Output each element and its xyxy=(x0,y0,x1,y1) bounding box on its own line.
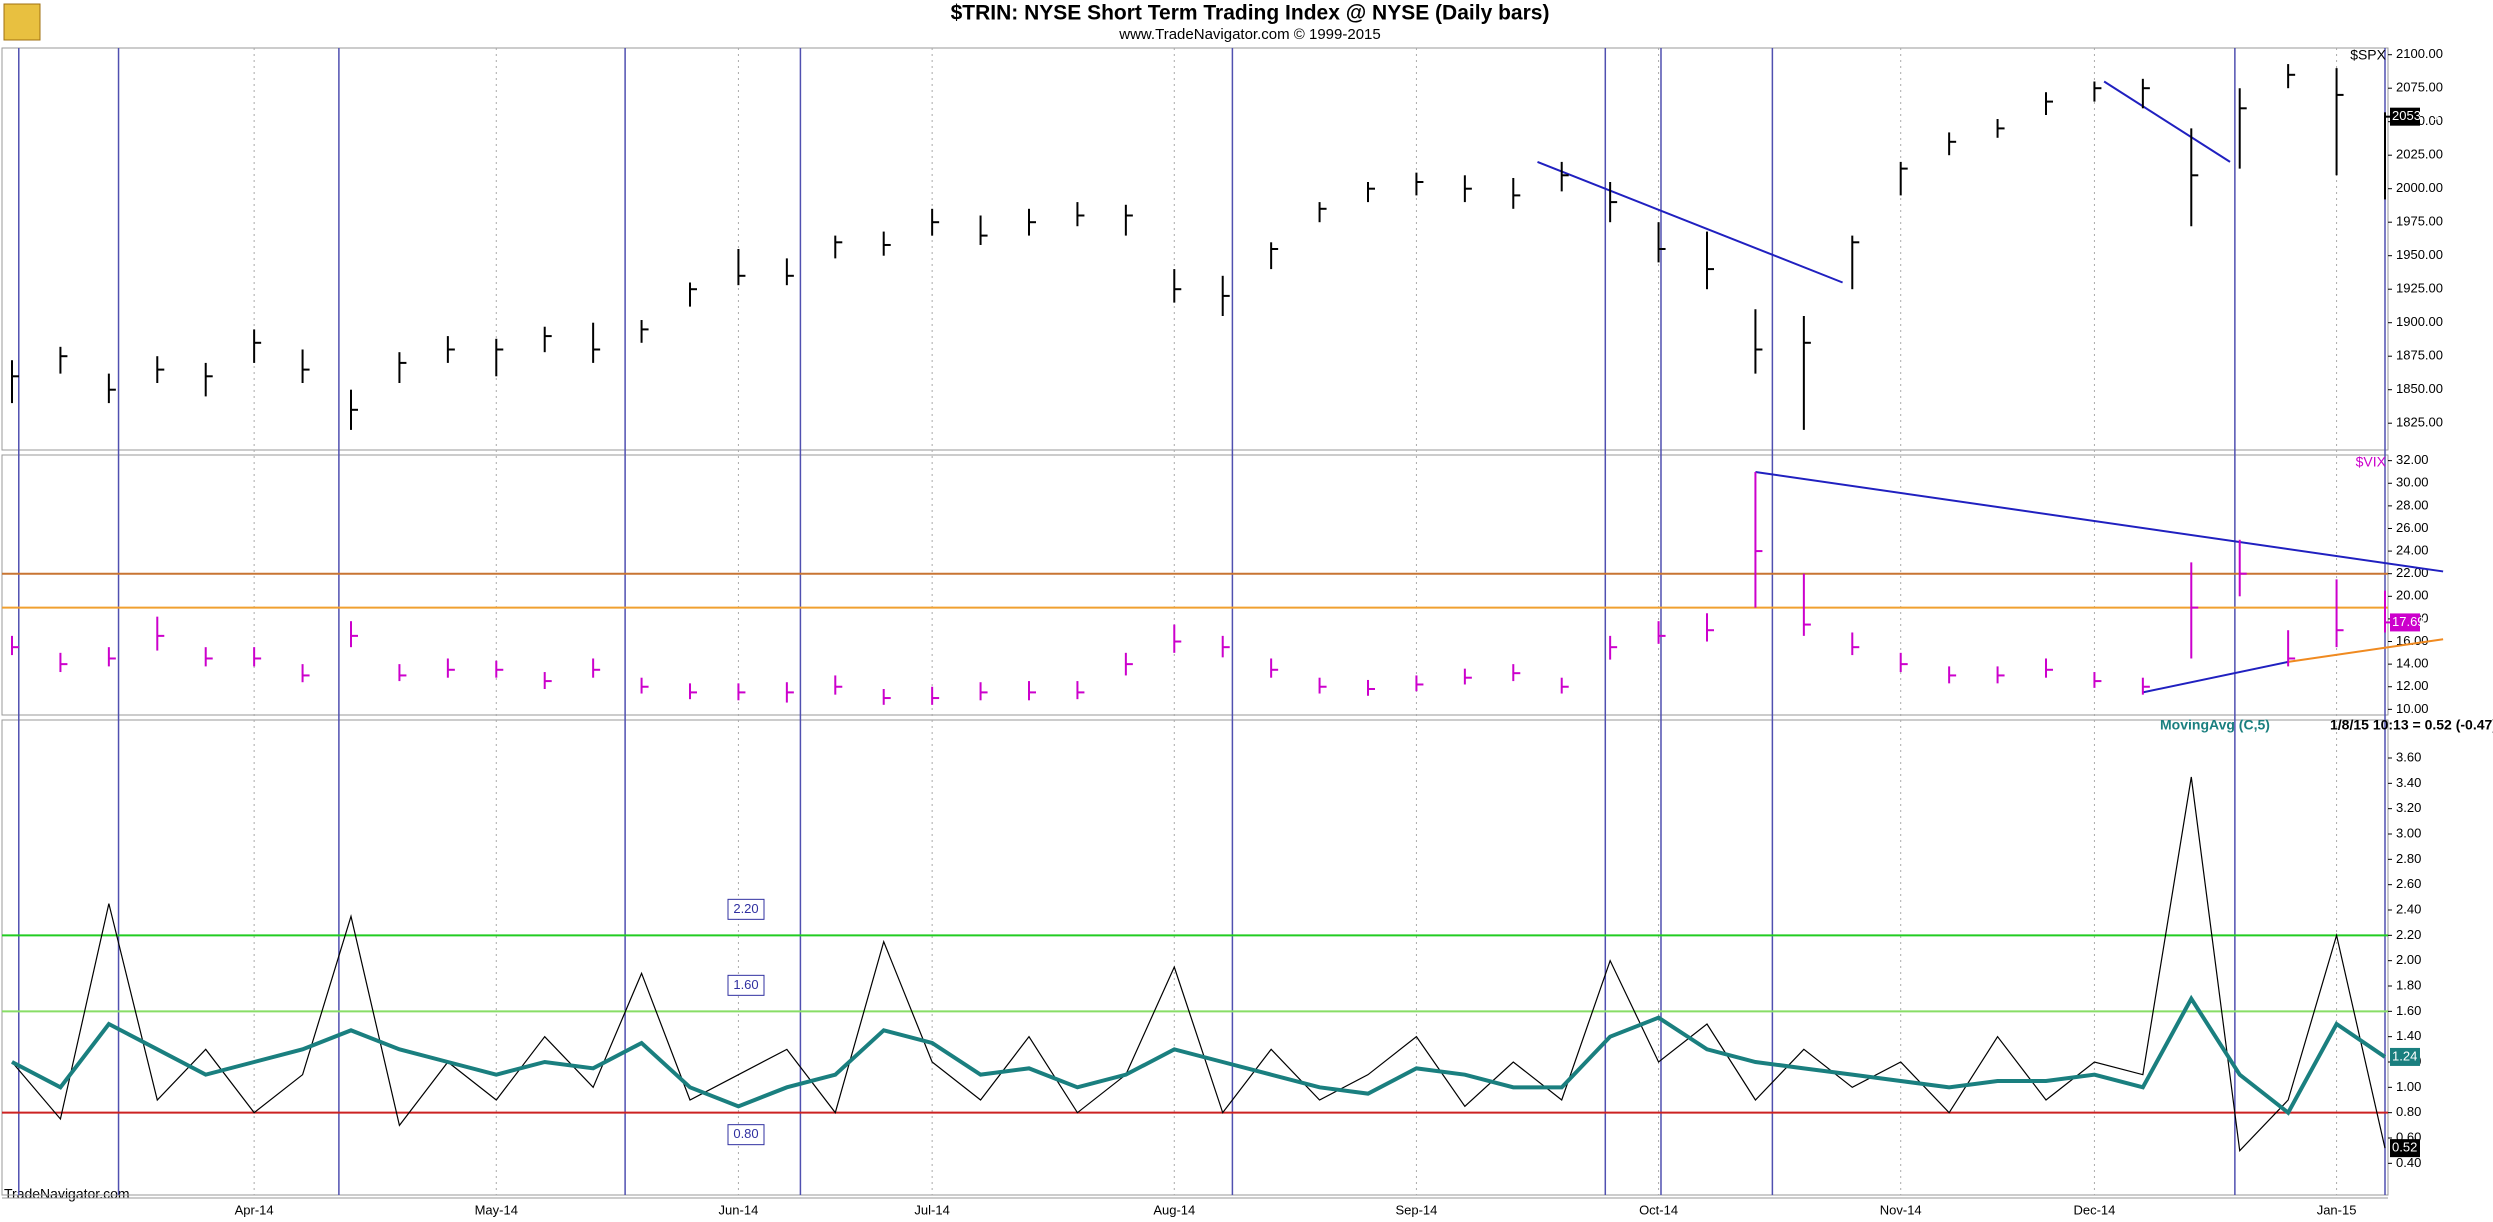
y-tick-label: 2.40 xyxy=(2396,901,2421,916)
y-tick-label: 32.00 xyxy=(2396,452,2429,467)
x-tick-label: Nov-14 xyxy=(1880,1202,1922,1217)
last-value: 0.52 xyxy=(2392,1140,2417,1155)
level-box xyxy=(727,1124,765,1146)
series-label: $VIX xyxy=(2356,454,2387,470)
y-tick-label: 1850.00 xyxy=(2396,381,2443,396)
x-tick-label: Sep-14 xyxy=(1395,1202,1437,1217)
x-tick-label: Jun-14 xyxy=(719,1202,759,1217)
chart-subtitle: www.TradeNavigator.com © 1999-2015 xyxy=(1118,26,1380,43)
last-value-box xyxy=(2390,613,2420,632)
last-value-box xyxy=(2390,107,2420,126)
y-tick-label: 2.20 xyxy=(2396,927,2421,942)
y-tick-label: 1825.00 xyxy=(2396,415,2443,430)
level-label: 0.80 xyxy=(733,1126,758,1141)
trend-line xyxy=(2103,80,2231,163)
trend-line xyxy=(2142,660,2289,694)
x-tick-label: Apr-14 xyxy=(235,1202,274,1217)
x-tick-label: Oct-14 xyxy=(1639,1202,1678,1217)
trend-line xyxy=(2287,638,2444,663)
x-tick-label: Jan-15 xyxy=(2317,1202,2357,1217)
y-tick-label: 1975.00 xyxy=(2396,214,2443,229)
trend-line xyxy=(1755,470,2444,573)
panel-frame xyxy=(1,47,2389,451)
y-tick-label: 1950.00 xyxy=(2396,247,2443,262)
y-tick-label: 1.40 xyxy=(2396,1028,2421,1043)
y-tick-label: 20.00 xyxy=(2396,588,2429,603)
x-tick-label: Aug-14 xyxy=(1153,1202,1195,1217)
y-tick-label: 1.80 xyxy=(2396,977,2421,992)
logo xyxy=(3,3,41,41)
series-label: $SPX xyxy=(2350,47,2386,63)
level-box xyxy=(727,898,765,920)
y-tick-label: 14.00 xyxy=(2396,656,2429,671)
y-tick-label: 1.60 xyxy=(2396,1003,2421,1018)
y-tick-label: 10.00 xyxy=(2396,701,2429,716)
x-tick-label: Dec-14 xyxy=(2073,1202,2115,1217)
y-tick-label: 3.60 xyxy=(2396,749,2421,764)
y-tick-label: 2025.00 xyxy=(2396,147,2443,162)
y-tick-label: 12.00 xyxy=(2396,678,2429,693)
chart-title: $TRIN: NYSE Short Term Trading Index @ N… xyxy=(951,2,1550,25)
readout: 1/8/15 10:13 = 0.52 (-0.47) xyxy=(2330,717,2493,733)
legend-label: MovingAvg (C,5) xyxy=(2160,717,2270,733)
last-value: 17.69 xyxy=(2392,614,2425,629)
y-tick-label: 1925.00 xyxy=(2396,281,2443,296)
y-tick-label: 3.40 xyxy=(2396,775,2421,790)
x-tick-label: Jul-14 xyxy=(914,1202,949,1217)
trend-line xyxy=(1537,160,1843,284)
panel-frame xyxy=(1,454,2389,716)
level-label: 1.60 xyxy=(733,977,758,992)
last-value-box xyxy=(2390,1139,2420,1158)
y-tick-label: 1875.00 xyxy=(2396,348,2443,363)
y-tick-label: 28.00 xyxy=(2396,497,2429,512)
last-value-box xyxy=(2390,1047,2420,1066)
y-tick-label: 1900.00 xyxy=(2396,314,2443,329)
moving-average xyxy=(11,994,2387,1116)
trin-line xyxy=(11,776,2386,1152)
panel-frame xyxy=(1,719,2389,1196)
y-tick-label: 2100.00 xyxy=(2396,46,2443,61)
y-tick-label: 3.00 xyxy=(2396,825,2421,840)
y-tick-label: 26.00 xyxy=(2396,520,2429,535)
level-label: 2.20 xyxy=(733,901,758,916)
y-tick-label: 3.20 xyxy=(2396,800,2421,815)
x-tick-label: May-14 xyxy=(475,1202,518,1217)
y-tick-label: 24.00 xyxy=(2396,543,2429,558)
level-box xyxy=(727,974,765,996)
y-tick-label: 1.00 xyxy=(2396,1079,2421,1094)
footer: TradeNavigator.com xyxy=(4,1186,130,1202)
y-tick-label: 0.80 xyxy=(2396,1104,2421,1119)
y-tick-label: 2.60 xyxy=(2396,876,2421,891)
y-tick-label: 2000.00 xyxy=(2396,180,2443,195)
y-tick-label: 2.00 xyxy=(2396,952,2421,967)
last-value: 1.24 xyxy=(2392,1048,2417,1063)
y-tick-label: 2.80 xyxy=(2396,851,2421,866)
y-tick-label: 2075.00 xyxy=(2396,80,2443,95)
last-value: 2053.75 xyxy=(2392,108,2439,123)
y-tick-label: 0.40 xyxy=(2396,1155,2421,1170)
y-tick-label: 30.00 xyxy=(2396,475,2429,490)
